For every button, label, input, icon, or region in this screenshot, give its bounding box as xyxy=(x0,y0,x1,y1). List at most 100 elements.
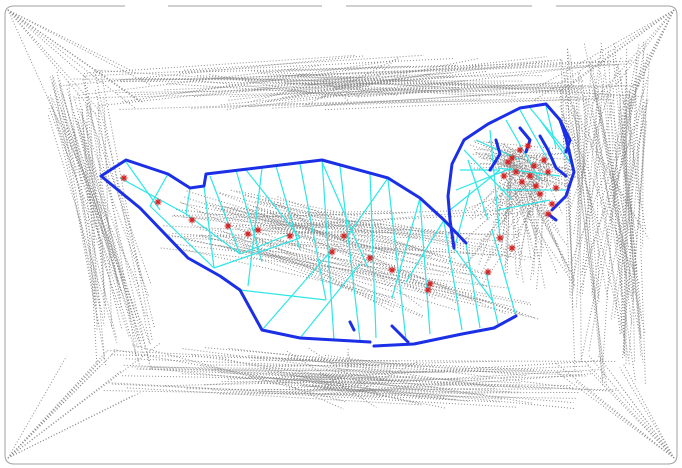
dotted-top-band-line xyxy=(267,64,617,78)
triangulation-edge xyxy=(453,247,493,301)
dotted-top-band-line xyxy=(83,58,455,77)
star-marker xyxy=(388,266,396,274)
dotted-right-band-line xyxy=(623,97,632,355)
dotted-top-band-line xyxy=(193,77,375,98)
dotted-corner-line xyxy=(584,360,675,459)
dotted-body-line xyxy=(249,209,496,231)
triangulation-edge xyxy=(443,221,463,331)
dotted-bottom-band-line xyxy=(300,380,619,391)
star-marker xyxy=(508,154,516,162)
dotted-top-band-line xyxy=(120,65,559,83)
dotted-bottom-band-line xyxy=(212,369,521,388)
dotted-top-band-line xyxy=(197,75,516,97)
star-marker xyxy=(540,156,548,164)
dotted-top-band-line xyxy=(191,98,481,109)
outline-neck-inner xyxy=(488,138,502,172)
dotted-top-band-line xyxy=(135,82,394,96)
star-marker xyxy=(508,244,516,252)
triangulation-edge xyxy=(209,175,241,255)
dotted-corner-line xyxy=(7,9,136,99)
dotted-head-line xyxy=(502,147,521,175)
dotted-body-line xyxy=(226,224,382,227)
dotted-bottom-band-line xyxy=(140,368,346,380)
star-marker xyxy=(254,226,262,234)
dotted-bottom-band-line xyxy=(234,369,446,373)
dotted-top-band-line xyxy=(282,65,482,98)
dotted-head-line xyxy=(470,144,525,163)
triangulation-edge xyxy=(203,185,215,269)
dotted-right-band-line xyxy=(642,41,644,247)
dotted-right-band-line xyxy=(628,57,638,298)
dotted-corner-line xyxy=(621,9,675,119)
triangulation-edge xyxy=(497,199,551,211)
dotted-corner-line xyxy=(7,365,101,459)
dotted-right-band-line xyxy=(597,126,637,383)
triangulation-edge xyxy=(321,159,335,341)
dotted-right-band-line xyxy=(595,109,600,302)
dotted-right-band-line xyxy=(565,72,609,300)
dotted-top-band-line xyxy=(212,77,361,83)
dotted-body-line xyxy=(163,225,418,239)
dotted-body-line xyxy=(165,233,541,320)
dotted-top-band-line xyxy=(324,84,398,96)
dotted-corner-line xyxy=(566,9,675,89)
dotted-body-line xyxy=(239,226,432,257)
outline-belly xyxy=(372,314,518,348)
dotted-body-line xyxy=(221,205,484,280)
dotted-top-band-line xyxy=(82,64,321,96)
dotted-right-band-line xyxy=(568,88,604,379)
triangulation-edge xyxy=(497,167,561,177)
dotted-corner-line xyxy=(590,9,675,105)
dotted-top-band-line xyxy=(348,80,585,97)
dotted-left-band-line xyxy=(47,96,130,338)
triangulation-edge xyxy=(239,289,327,301)
triangulation-edge xyxy=(465,242,481,329)
star-marker xyxy=(484,268,492,276)
star-marker xyxy=(340,232,348,240)
dotted-right-band-line xyxy=(628,99,647,358)
dotted-neck-line xyxy=(510,156,576,282)
dotted-corner-line xyxy=(556,363,675,459)
dotted-right-band-line xyxy=(595,94,638,268)
dotted-right-band-line xyxy=(580,85,630,365)
dotted-corner-line xyxy=(7,9,102,113)
dotted-right-band-line xyxy=(580,43,647,364)
dotted-left-band-line xyxy=(47,115,118,344)
triangulation-edge xyxy=(391,197,421,299)
dotted-body-line xyxy=(173,210,393,217)
triangulation-edge xyxy=(387,179,407,341)
dotted-bottom-band-line xyxy=(277,379,344,410)
triangulation-edge xyxy=(345,177,389,239)
dotted-bottom-band-line xyxy=(262,388,551,391)
dotted-bottom-band-line xyxy=(126,387,423,406)
dotted-top-band-line xyxy=(272,89,564,109)
outline-head-right xyxy=(550,136,576,212)
dotted-corner-line xyxy=(533,9,675,102)
dotted-right-band-line xyxy=(581,74,605,295)
dotted-neck-line xyxy=(500,161,516,247)
dotted-bottom-band-line xyxy=(312,384,471,402)
triangulation-edge xyxy=(185,213,241,255)
triangulation-edge xyxy=(185,187,191,215)
dotted-head-line xyxy=(490,158,528,180)
dotted-left-band-line xyxy=(77,94,132,317)
dotted-head-line xyxy=(497,153,576,172)
dotted-left-band-line xyxy=(94,112,143,282)
dotted-neck-line xyxy=(533,159,542,275)
dotted-corner-line xyxy=(619,9,675,125)
dotted-top-band-line xyxy=(285,78,329,83)
dotted-neck-line xyxy=(504,182,509,279)
dotted-top-band-line xyxy=(324,72,452,80)
dotted-right-band-line xyxy=(567,48,605,379)
dotted-bottom-band-line xyxy=(227,365,591,380)
dotted-neck-line xyxy=(540,177,543,258)
dotted-left-band-line xyxy=(66,128,140,365)
dotted-left-band-line xyxy=(100,70,153,341)
dotted-right-band-line xyxy=(593,89,635,295)
triangulation-edge xyxy=(463,149,513,201)
dotted-corner-line xyxy=(7,9,97,116)
dotted-right-band-line xyxy=(578,73,582,362)
dotted-top-band-line xyxy=(226,57,479,111)
dotted-head-line xyxy=(509,163,528,177)
